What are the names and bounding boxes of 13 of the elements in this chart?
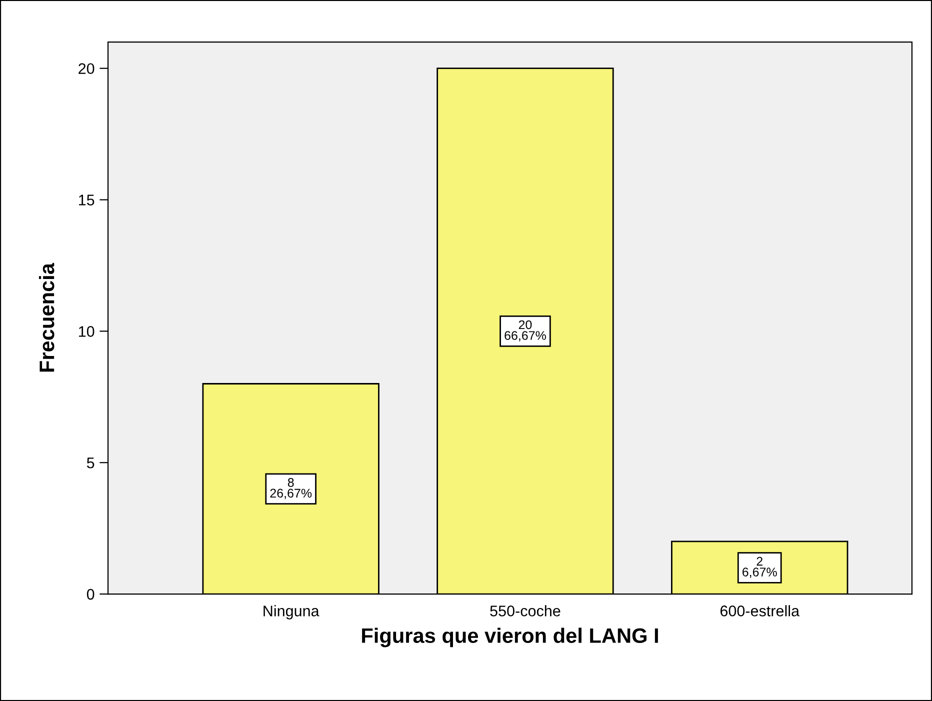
y-tick-label: 0 <box>86 588 94 600</box>
data-label: 20 66,67% <box>504 320 546 342</box>
y-tick-label: 20 <box>78 63 94 74</box>
data-label: 8 26,67% <box>270 478 312 500</box>
y-tick-label: 5 <box>86 458 94 468</box>
data-label: 2 6,67% <box>742 556 777 578</box>
x-axis-title: Figuras que vieron del LANG I <box>362 628 658 648</box>
y-axis-title: Frecuencia <box>38 262 54 372</box>
x-tick-label: 550-coche <box>490 605 560 616</box>
y-tick-label: 10 <box>79 326 94 337</box>
x-tick-label: Ninguna <box>264 605 320 620</box>
x-tick-label: 600-estrella <box>720 605 800 616</box>
y-tick-label: 15 <box>79 194 94 206</box>
